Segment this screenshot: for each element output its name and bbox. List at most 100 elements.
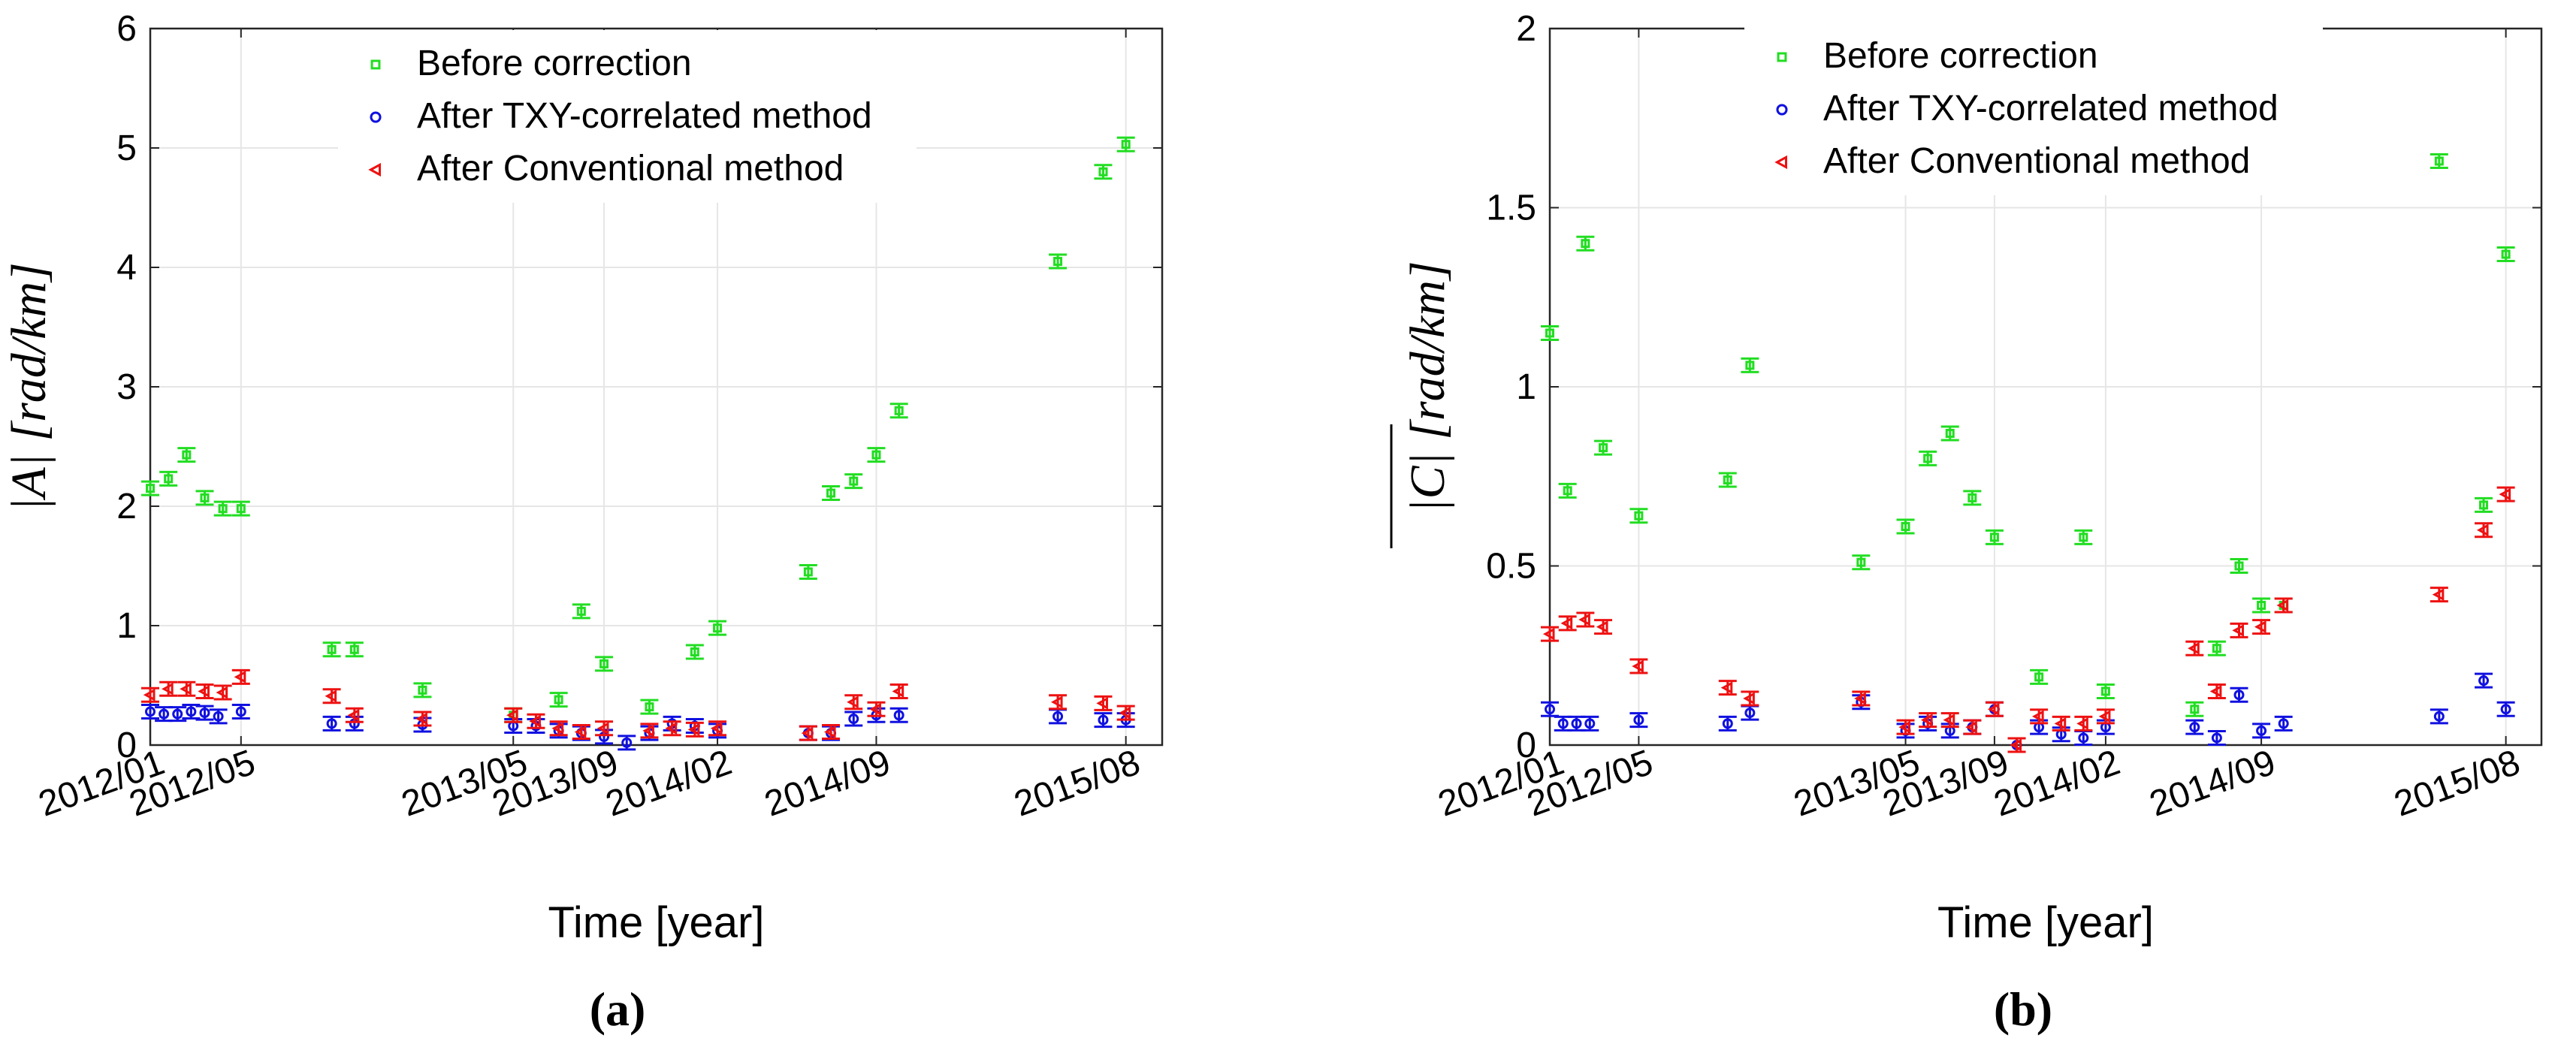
- legend-label: After TXY-correlated method: [417, 96, 872, 136]
- data-point: [690, 647, 699, 656]
- data-point: [554, 695, 563, 705]
- data-point: [182, 450, 192, 460]
- data-point: [847, 695, 859, 709]
- data-point: [1923, 454, 1933, 463]
- y-tick-label: 3: [116, 367, 137, 407]
- x-axis-label: Time [year]: [548, 898, 765, 947]
- data-point: [2209, 684, 2222, 698]
- data-point: [2276, 599, 2289, 612]
- data-point: [2479, 500, 2489, 510]
- legend-label: After Conventional method: [417, 149, 844, 189]
- data-point: [2434, 156, 2444, 166]
- data-point: [1921, 714, 1933, 727]
- data-point: [1545, 328, 1554, 338]
- y-tick-label: 1: [1516, 367, 1536, 407]
- data-point: [2254, 620, 2266, 634]
- data-point: [576, 606, 586, 616]
- data-point: [848, 714, 859, 725]
- data-point: [2433, 711, 2445, 722]
- data-point: [1571, 718, 1582, 729]
- data-point: [1943, 714, 1955, 727]
- data-point: [162, 682, 174, 695]
- data-point: [849, 476, 859, 486]
- data-point: [145, 706, 156, 717]
- data-point: [2098, 710, 2111, 723]
- data-point: [1634, 511, 1644, 520]
- legend-label: After TXY-correlated method: [1823, 89, 2279, 128]
- data-point: [1578, 613, 1590, 626]
- series-conventional: [141, 668, 1135, 741]
- y-tick-label: 4: [116, 248, 137, 288]
- data-point: [1945, 429, 1955, 439]
- data-point: [1898, 720, 1911, 734]
- data-point: [1987, 702, 2000, 716]
- data-point: [801, 726, 814, 740]
- data-point: [642, 724, 654, 738]
- data-point: [892, 684, 904, 698]
- data-point: [2076, 717, 2088, 730]
- data-point: [1119, 706, 1131, 720]
- panel-label: (b): [1994, 982, 2052, 1036]
- y-tick-label: 0: [116, 726, 137, 765]
- data-point: [164, 474, 174, 484]
- data-point: [1563, 486, 1572, 496]
- data-point: [2233, 689, 2245, 701]
- data-point: [596, 722, 609, 735]
- data-point: [687, 723, 700, 736]
- data-point: [2501, 249, 2511, 259]
- data-point: [871, 450, 881, 460]
- data-point: [143, 688, 156, 702]
- data-point: [1596, 620, 1608, 634]
- data-point: [1745, 361, 1755, 370]
- data-point: [2189, 722, 2200, 733]
- legend-marker: [368, 162, 381, 177]
- data-point: [2079, 533, 2088, 542]
- data-point: [172, 708, 183, 720]
- data-point: [710, 722, 723, 735]
- legend-marker: [370, 111, 382, 123]
- data-point: [1599, 443, 1608, 453]
- data-point: [574, 725, 587, 739]
- data-point: [551, 722, 564, 735]
- data-point: [1854, 692, 1866, 705]
- panel-label: (a): [590, 982, 646, 1036]
- data-point: [823, 725, 836, 739]
- y-axis-label: |C| [rad/km]: [1400, 261, 1455, 512]
- data-point: [2078, 732, 2089, 744]
- data-point: [2499, 487, 2511, 501]
- data-point: [2256, 725, 2267, 736]
- data-point: [2234, 561, 2244, 571]
- data-point: [1856, 557, 1866, 567]
- y-tick-label: 1.5: [1486, 189, 1536, 228]
- data-point: [1989, 533, 1999, 542]
- data-point: [1967, 493, 1977, 502]
- data-point: [1098, 714, 1109, 726]
- legend: Before correction After TXY-correlated me…: [338, 30, 917, 203]
- data-point: [1052, 711, 1064, 722]
- data-point: [236, 504, 246, 514]
- legend-label: Before correction: [417, 44, 692, 83]
- data-point: [1050, 695, 1063, 709]
- data-point: [1720, 681, 1733, 695]
- data-point: [2500, 704, 2511, 715]
- data-point: [325, 689, 337, 703]
- data-point: [826, 488, 836, 498]
- data-point: [2232, 623, 2244, 637]
- data-point: [1744, 708, 1756, 719]
- data-point: [1581, 239, 1590, 249]
- data-point: [2031, 710, 2044, 723]
- data-point: [1722, 718, 1733, 729]
- data-point: [2034, 672, 2044, 682]
- data-point: [713, 623, 723, 633]
- data-point: [1053, 257, 1063, 267]
- legend-marker: [370, 59, 381, 70]
- y-tick-label: 1: [116, 606, 137, 646]
- data-point: [326, 718, 337, 729]
- legend-background: [338, 30, 917, 203]
- y-tick-label: 5: [116, 128, 137, 168]
- data-point: [1723, 475, 1732, 485]
- data-point: [2476, 523, 2489, 537]
- legend-marker: [1777, 52, 1787, 62]
- data-point: [869, 702, 881, 716]
